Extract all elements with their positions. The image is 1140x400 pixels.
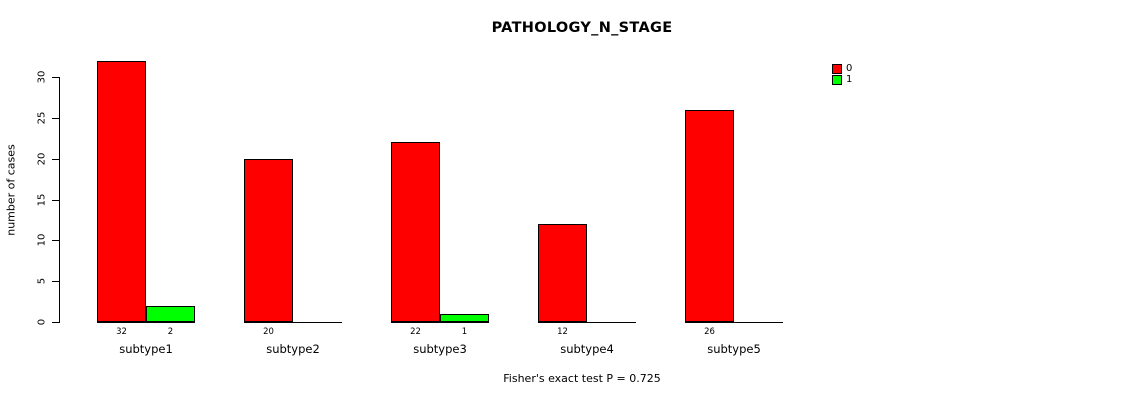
category-label: subtype4 [560,342,614,356]
y-tick-mark [52,159,59,160]
bar-count-label: 12 [557,327,568,337]
legend-swatch-0 [832,64,842,74]
category-label: subtype2 [266,342,320,356]
chart-title: PATHOLOGY_N_STAGE [491,20,673,36]
bar-count-label: 2 [167,327,174,337]
bar-subtype3-series-1 [440,314,489,322]
legend-swatch-1 [832,75,842,85]
fisher-test-caption: Fisher's exact test P = 0.725 [503,372,661,385]
group-baseline [685,322,783,323]
group-baseline [538,322,636,323]
y-tick-label: 20 [36,152,48,166]
y-tick-mark [52,200,59,201]
bar-count-label: 32 [116,327,127,337]
category-label: subtype3 [413,342,467,356]
bar-count-label: 26 [704,327,715,337]
y-tick-label: 0 [36,318,48,326]
y-tick-mark [52,77,59,78]
bar-subtype3-series-0 [391,142,440,322]
bar-subtype5-series-0 [685,110,734,322]
y-tick-label: 25 [36,111,48,125]
bar-count-label: 20 [263,327,274,337]
bar-subtype2-series-0 [244,159,293,322]
y-tick-label: 5 [36,277,48,285]
bar-subtype4-series-0 [538,224,587,322]
y-tick-mark [52,322,59,323]
group-baseline [97,322,195,323]
legend-entry-0: 0 [832,64,852,74]
category-label: subtype1 [119,342,173,356]
y-axis-label: number of cases [4,144,18,236]
bar-count-label: 22 [410,327,421,337]
y-tick-label: 10 [36,233,48,247]
y-axis-line [59,77,60,323]
group-baseline [391,322,489,323]
bar-subtype1-series-1 [146,306,195,322]
y-tick-label: 30 [36,70,48,84]
y-tick-mark [52,118,59,119]
bar-subtype1-series-0 [97,61,146,322]
bar-count-label: 1 [461,327,468,337]
legend-label: 1 [846,74,853,85]
group-baseline [244,322,342,323]
y-tick-label: 15 [36,193,48,207]
category-label: subtype5 [707,342,761,356]
y-tick-mark [52,240,59,241]
legend-entry-1: 1 [832,75,852,85]
y-tick-mark [52,281,59,282]
legend-label: 0 [846,63,853,74]
